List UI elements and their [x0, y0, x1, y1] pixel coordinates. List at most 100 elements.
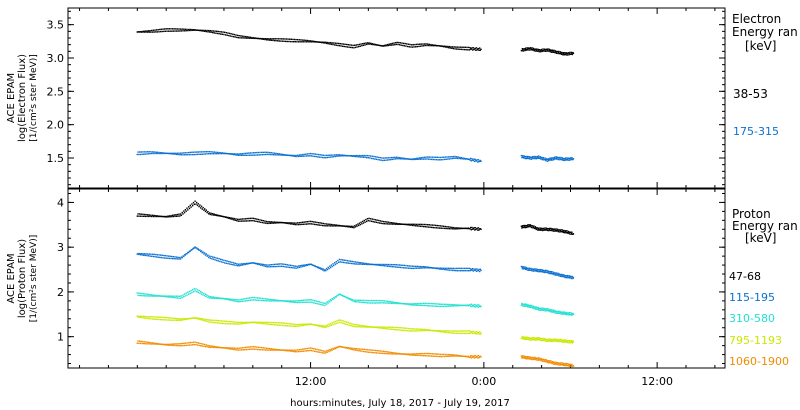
data-point [162, 257, 164, 259]
data-point [448, 45, 451, 48]
data-point [352, 155, 354, 157]
data-point [301, 301, 304, 304]
data-point [257, 218, 260, 221]
data-point [270, 39, 272, 41]
data-point [540, 339, 542, 342]
data-point [345, 347, 347, 349]
data-point [365, 302, 367, 304]
data-point [566, 274, 569, 277]
data-point [145, 317, 147, 319]
data-point [206, 29, 208, 32]
data-point [226, 34, 228, 36]
data-point [159, 343, 162, 345]
data-point [260, 221, 262, 223]
x-axis-title: hours:minutes, July 18, 2017 - July 19, … [290, 398, 510, 409]
data-point [224, 31, 226, 33]
data-point [277, 348, 279, 351]
data-point [230, 299, 232, 301]
data-point [469, 270, 471, 272]
data-point [256, 346, 258, 348]
data-point [570, 232, 573, 234]
data-point [183, 30, 186, 32]
data-point [170, 257, 172, 260]
data-point [387, 157, 390, 159]
data-point [251, 321, 253, 324]
data-point [568, 159, 571, 161]
data-point [156, 151, 159, 153]
data-point [463, 355, 466, 358]
data-point [256, 263, 259, 265]
data-point [370, 263, 373, 265]
data-point [302, 299, 305, 301]
data-point [539, 49, 541, 51]
data-point [551, 340, 553, 343]
data-point [352, 263, 354, 265]
data-point [539, 270, 541, 272]
data-point [447, 330, 449, 332]
data-point [383, 223, 386, 225]
data-point [397, 352, 399, 355]
data-point [455, 267, 458, 270]
data-point [468, 49, 471, 51]
data-point [237, 349, 240, 351]
data-point [386, 351, 388, 353]
data-point [272, 39, 274, 42]
data-point [204, 208, 206, 210]
legend-title: Proton [732, 207, 771, 221]
data-point [538, 339, 540, 341]
data-point [235, 321, 237, 323]
data-point [280, 263, 282, 265]
data-point [161, 215, 163, 218]
data-point [541, 157, 543, 159]
data-point [238, 347, 240, 349]
data-point [367, 219, 369, 222]
data-point [199, 29, 201, 32]
data-point [350, 260, 352, 262]
data-point [477, 357, 479, 359]
data-point [308, 301, 310, 303]
data-point [551, 230, 553, 232]
data-point [459, 48, 461, 50]
data-point [558, 362, 561, 364]
data-point [325, 325, 327, 327]
data-point [244, 349, 246, 351]
data-point [543, 50, 545, 52]
data-point [199, 151, 201, 153]
data-point [212, 151, 214, 153]
data-point [449, 226, 451, 228]
data-point [377, 158, 379, 161]
data-point [532, 306, 535, 308]
data-point [151, 255, 153, 257]
data-point [441, 156, 443, 158]
data-point [244, 321, 247, 324]
data-point [175, 30, 178, 32]
data-point [401, 266, 403, 269]
data-point [353, 155, 355, 157]
data-point [291, 155, 293, 157]
data-point [221, 347, 223, 349]
data-point [283, 300, 285, 302]
data-point [297, 223, 300, 226]
data-point [191, 249, 193, 251]
data-point [312, 264, 314, 266]
data-point [304, 264, 306, 266]
data-point [212, 321, 214, 324]
data-point [344, 155, 346, 157]
data-point [551, 229, 553, 231]
data-point [318, 324, 321, 327]
data-point [290, 349, 292, 351]
data-point [545, 227, 548, 229]
data-point [163, 28, 166, 30]
data-point [221, 297, 223, 300]
data-point [346, 347, 349, 349]
data-point [238, 265, 240, 267]
data-point [246, 36, 248, 38]
data-point [475, 304, 477, 306]
data-point [266, 298, 268, 300]
data-point [363, 348, 365, 351]
data-point [298, 266, 301, 269]
data-point [370, 220, 373, 222]
data-point [182, 30, 184, 32]
data-point [338, 293, 340, 296]
data-point [275, 300, 277, 302]
